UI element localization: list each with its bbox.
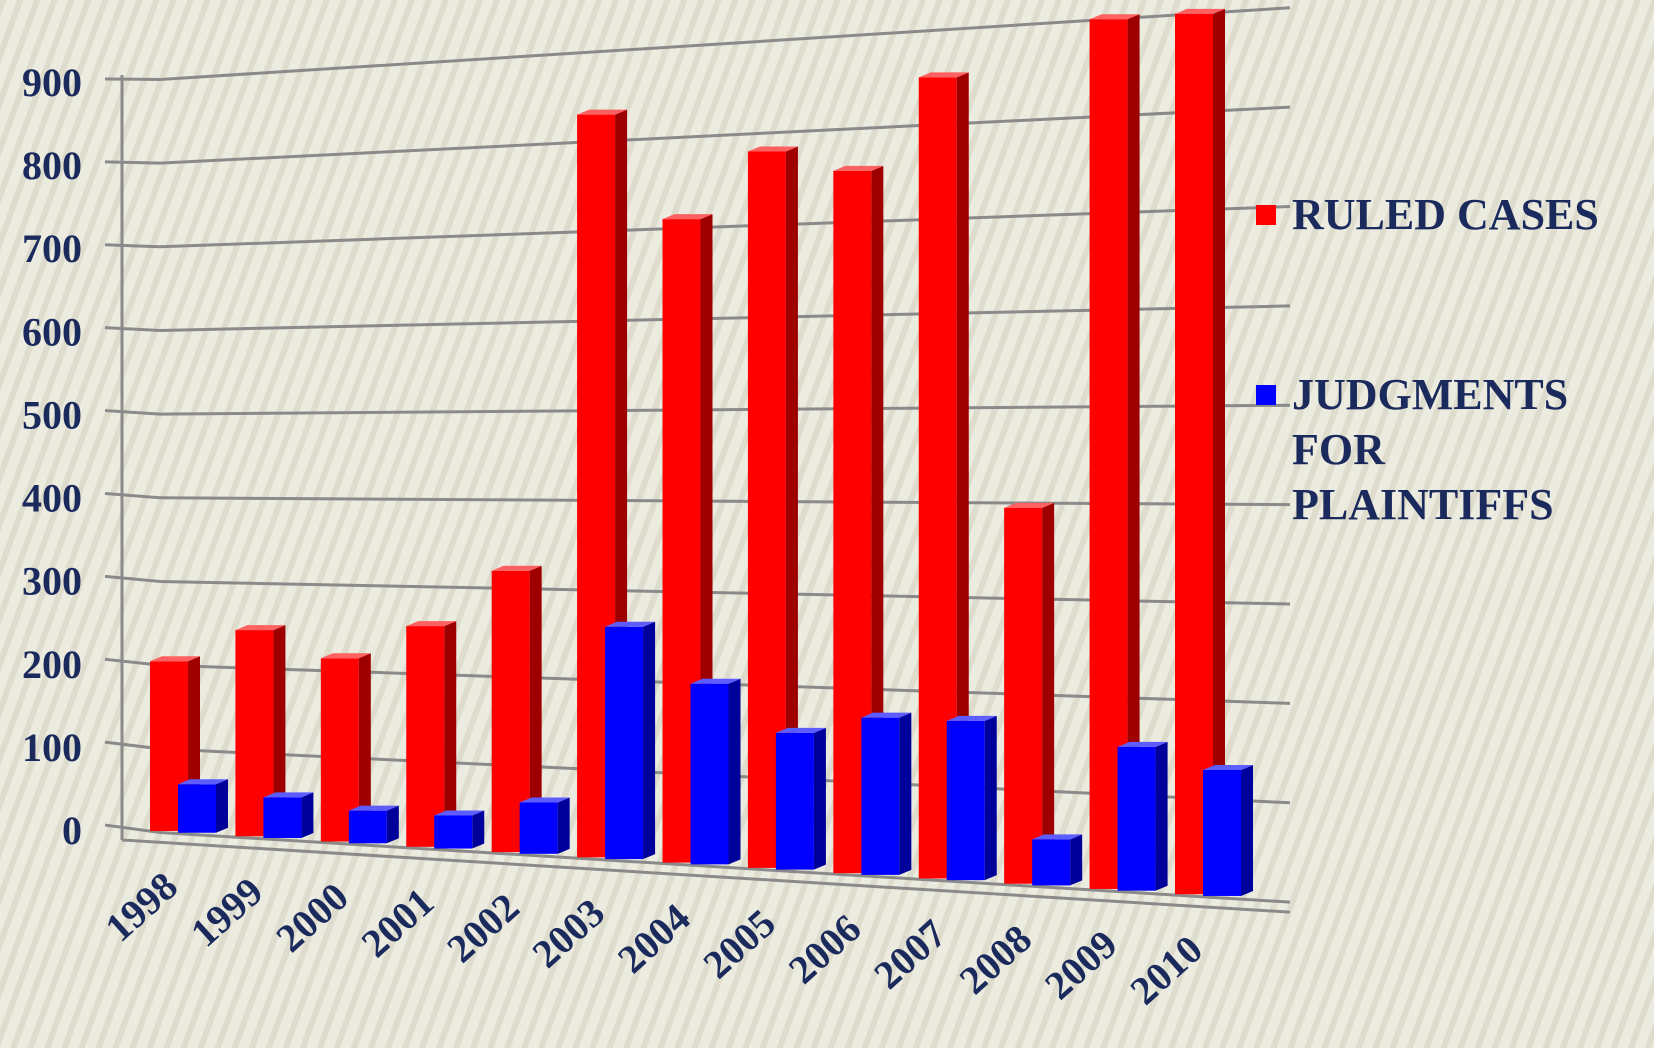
bar-judgments-top [946, 715, 997, 721]
bar-judgments [434, 815, 473, 849]
gridline-back [104, 823, 161, 834]
gridline-back [104, 160, 161, 165]
bar-judgments-side [386, 805, 399, 844]
bar-ruled-cases-top [406, 621, 457, 627]
bar-judgments-top [1032, 834, 1083, 840]
bar-judgments [178, 784, 216, 833]
y-tick-label: 0 [62, 808, 82, 853]
bar-ruled-cases-side [358, 653, 371, 842]
bar-ruled-cases-top [491, 565, 542, 571]
bar-judgments [690, 683, 729, 865]
x-axis-line [121, 838, 1291, 914]
y-tick-label: 400 [22, 476, 82, 521]
gridline-back [104, 77, 161, 81]
y-tick-label: 900 [22, 60, 82, 105]
gridline-back [104, 243, 161, 249]
bar-ruled-cases-side [871, 165, 884, 874]
axes [120, 75, 1291, 914]
bar-judgments-top [1117, 741, 1168, 747]
bars [150, 8, 1253, 896]
bar-judgments [861, 717, 900, 875]
bar-ruled-cases-top [1175, 8, 1225, 14]
bar-judgments [519, 802, 558, 854]
bar-ruled-cases-top [150, 656, 200, 662]
y-tick-label: 200 [22, 642, 82, 687]
bar-judgments-side [1241, 765, 1253, 896]
bar-judgments [1203, 770, 1241, 896]
bar-judgments-top [519, 797, 570, 803]
bar-judgments-top [263, 792, 314, 798]
gridline [159, 830, 1291, 904]
bar-judgments-top [1203, 765, 1253, 771]
bar-judgments-side [301, 792, 314, 839]
bar-judgments-side [1155, 741, 1168, 891]
bar-ruled-cases-side [529, 565, 542, 853]
bar-ruled-cases-top [235, 625, 286, 631]
bar-ruled-cases-side [273, 625, 286, 837]
bar-ruled-cases-side [444, 621, 457, 847]
bar-judgments-top [690, 678, 741, 684]
bar-ruled-cases-top [577, 109, 628, 115]
bar-judgments [1117, 746, 1156, 891]
bar-ruled-cases [406, 626, 445, 847]
gridline-back [104, 574, 161, 583]
legend-item-judgments-label: JUDGMENTS [1292, 370, 1568, 419]
bar-ruled-cases [1004, 507, 1043, 884]
gridline-back [104, 491, 161, 500]
bar-judgments [775, 732, 814, 870]
bar-judgments-side [813, 727, 826, 870]
y-tick-label: 700 [22, 226, 82, 271]
legend-swatch [1256, 385, 1276, 405]
legend-item-judgments-label: FOR [1292, 425, 1386, 474]
bar-ruled-cases-side [1127, 14, 1140, 889]
legend-item-ruled-cases-label: RULED CASES [1292, 190, 1599, 239]
bar-judgments-top [348, 805, 399, 811]
bar-judgments-side [899, 712, 912, 875]
bar-ruled-cases-side [785, 146, 798, 868]
bar-judgments-side [984, 715, 997, 881]
bar-ruled-cases [1175, 13, 1213, 895]
bar-judgments-side [472, 810, 485, 849]
y-tick-label: 500 [22, 392, 82, 437]
bar-ruled-cases-top [918, 72, 969, 78]
bar-ruled-cases-top [833, 165, 884, 171]
bar-judgments-side [643, 621, 656, 860]
bar-ruled-cases-top [320, 653, 371, 659]
bar-ruled-cases-side [956, 72, 969, 879]
bar-judgments [946, 720, 985, 881]
y-tick-label: 300 [22, 559, 82, 604]
bar-ruled-cases-side [1042, 502, 1055, 884]
bar-judgments-top [861, 712, 912, 718]
legend-swatch [1256, 205, 1276, 225]
bar-ruled-cases-top [1089, 14, 1140, 20]
y-tick-label: 800 [22, 143, 82, 188]
gridline-back [104, 326, 161, 332]
bar-judgments [348, 810, 387, 844]
y-tick-label: 600 [22, 309, 82, 354]
bar-judgments-top [605, 621, 656, 627]
gridline-back [104, 409, 161, 416]
bar-judgments-top [434, 810, 485, 816]
bar-judgments-side [216, 779, 228, 833]
legend-item-judgments-label: PLAINTIFFS [1292, 480, 1554, 529]
bar-judgments-side [728, 678, 741, 865]
y-tick-label: 100 [22, 725, 82, 770]
bar-ruled-cases-top [747, 146, 798, 152]
bar-judgments [263, 797, 302, 839]
bar-judgments-side [557, 797, 570, 854]
bar-ruled-cases-top [1004, 502, 1055, 508]
bar-ruled-cases-top [662, 214, 713, 220]
bar-ruled-cases-side [1213, 8, 1225, 895]
bar-ruled-cases [1089, 19, 1128, 889]
bar-judgments-side [1070, 834, 1083, 886]
bar-judgments [605, 626, 644, 860]
bar-judgments-top [775, 727, 826, 733]
bar-judgments [1032, 839, 1071, 886]
bar-judgments-top [178, 779, 228, 785]
legend: RULED CASES JUDGMENTS FOR PLAINTIFFS [1256, 190, 1599, 529]
